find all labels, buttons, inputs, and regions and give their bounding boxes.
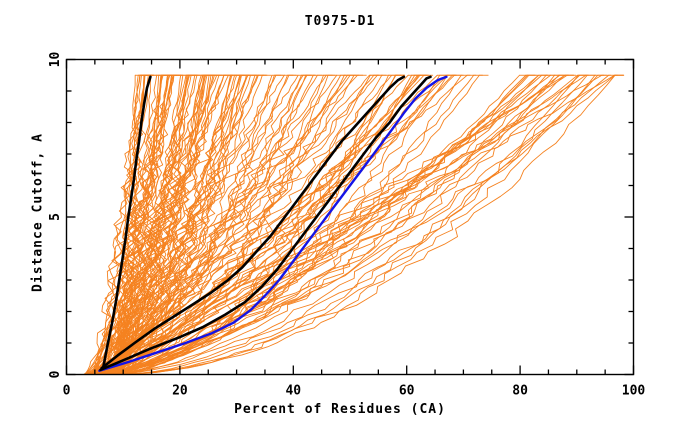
y-tick-label: 0 <box>48 370 63 378</box>
prediction-curve <box>115 74 596 375</box>
prediction-curve <box>94 74 285 375</box>
prediction-curve <box>100 74 342 375</box>
prediction-curve <box>98 74 453 375</box>
prediction-curve <box>100 74 259 375</box>
reference-model-curve <box>99 75 432 372</box>
prediction-curve <box>101 74 375 375</box>
prediction-curve <box>96 74 528 375</box>
tick-labels-layer: 0 20 40 60 80 100 0 5 10 <box>48 52 645 399</box>
prediction-curve <box>112 74 198 375</box>
prediction-curve <box>110 74 539 375</box>
prediction-curve <box>105 74 561 375</box>
reference-model-curve <box>102 75 152 368</box>
prediction-curve <box>85 74 359 375</box>
x-tick-label: 80 <box>512 384 528 399</box>
prediction-curve <box>91 74 616 375</box>
prediction-curve <box>92 74 299 375</box>
prediction-curve <box>106 74 205 375</box>
prediction-curve <box>101 74 462 375</box>
x-tick-label: 60 <box>399 384 415 399</box>
prediction-curve <box>113 74 578 375</box>
prediction-curve <box>88 74 555 375</box>
prediction-curve <box>114 74 351 375</box>
prediction-curve <box>113 74 175 375</box>
prediction-curve <box>90 74 615 375</box>
prediction-curve <box>112 74 378 375</box>
prediction-curve <box>90 74 169 375</box>
prediction-curve <box>116 74 588 375</box>
prediction-curve <box>108 74 225 375</box>
x-tick-label: 20 <box>172 384 188 399</box>
curves-layer <box>83 74 625 375</box>
prediction-curve <box>92 74 229 375</box>
prediction-curve <box>87 74 409 375</box>
prediction-curve <box>86 74 438 375</box>
prediction-curve <box>106 74 338 375</box>
prediction-curve <box>83 74 141 375</box>
prediction-curve <box>93 74 327 375</box>
prediction-curve <box>87 74 568 375</box>
prediction-curve <box>83 74 425 375</box>
y-tick-label: 10 <box>48 52 63 68</box>
prediction-curve <box>93 74 348 375</box>
prediction-curve <box>97 74 202 375</box>
prediction-curve <box>103 74 565 375</box>
x-axis-label: Percent of Residues (CA) <box>234 402 446 417</box>
prediction-curve <box>102 74 566 375</box>
prediction-curve <box>89 74 168 375</box>
prediction-curve <box>113 74 258 375</box>
prediction-curve <box>98 74 218 375</box>
prediction-curve <box>85 74 277 375</box>
prediction-curve <box>108 74 152 375</box>
prediction-curve <box>115 74 616 375</box>
x-tick-label: 40 <box>285 384 301 399</box>
prediction-curve <box>101 74 610 375</box>
axes-layer <box>65 58 635 376</box>
prediction-curve <box>101 74 370 375</box>
prediction-curve <box>85 74 587 375</box>
reference-model-curve <box>100 75 406 370</box>
chart-title: T0975-D1 <box>304 14 376 29</box>
y-tick-label: 5 <box>48 213 63 221</box>
prediction-curve <box>94 74 603 375</box>
prediction-curve <box>108 74 599 375</box>
highlighted-model-curve <box>98 75 448 372</box>
prediction-curve <box>115 74 547 375</box>
x-tick-label: 100 <box>622 384 646 399</box>
x-tick-label: 0 <box>63 384 71 399</box>
prediction-curve <box>104 74 187 375</box>
prediction-curve <box>91 74 220 375</box>
prediction-curve <box>102 74 225 375</box>
prediction-curve <box>85 74 249 375</box>
